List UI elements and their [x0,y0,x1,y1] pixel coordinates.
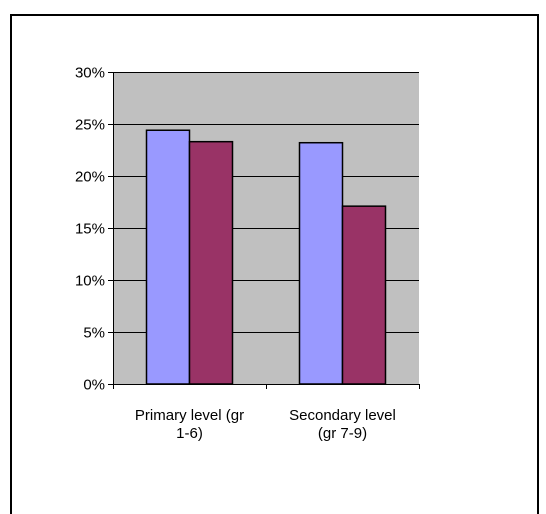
y-tick-label-4: 20% [75,169,105,186]
bar-2-series-1 [298,141,344,385]
x-category-label-2-line-2: (gr 7-9) [318,425,367,442]
y-tick-label-1: 5% [83,325,105,342]
y-tick-label-2: 10% [75,273,105,290]
x-category-label-2-line-1: Secondary level [289,407,396,424]
bar-1-series-2 [188,140,234,385]
bar-1-series-1 [145,129,191,385]
x-category-label-1-line-1: Primary level (gr [135,407,244,424]
y-tick-label-3: 15% [75,221,105,238]
y-tick-label-5: 25% [75,117,105,134]
y-tick-label-6: 30% [75,65,105,82]
x-category-label-1-line-2: 1-6) [176,425,203,442]
bar-2-series-2 [341,205,387,385]
y-tick-label-0: 0% [83,377,105,394]
